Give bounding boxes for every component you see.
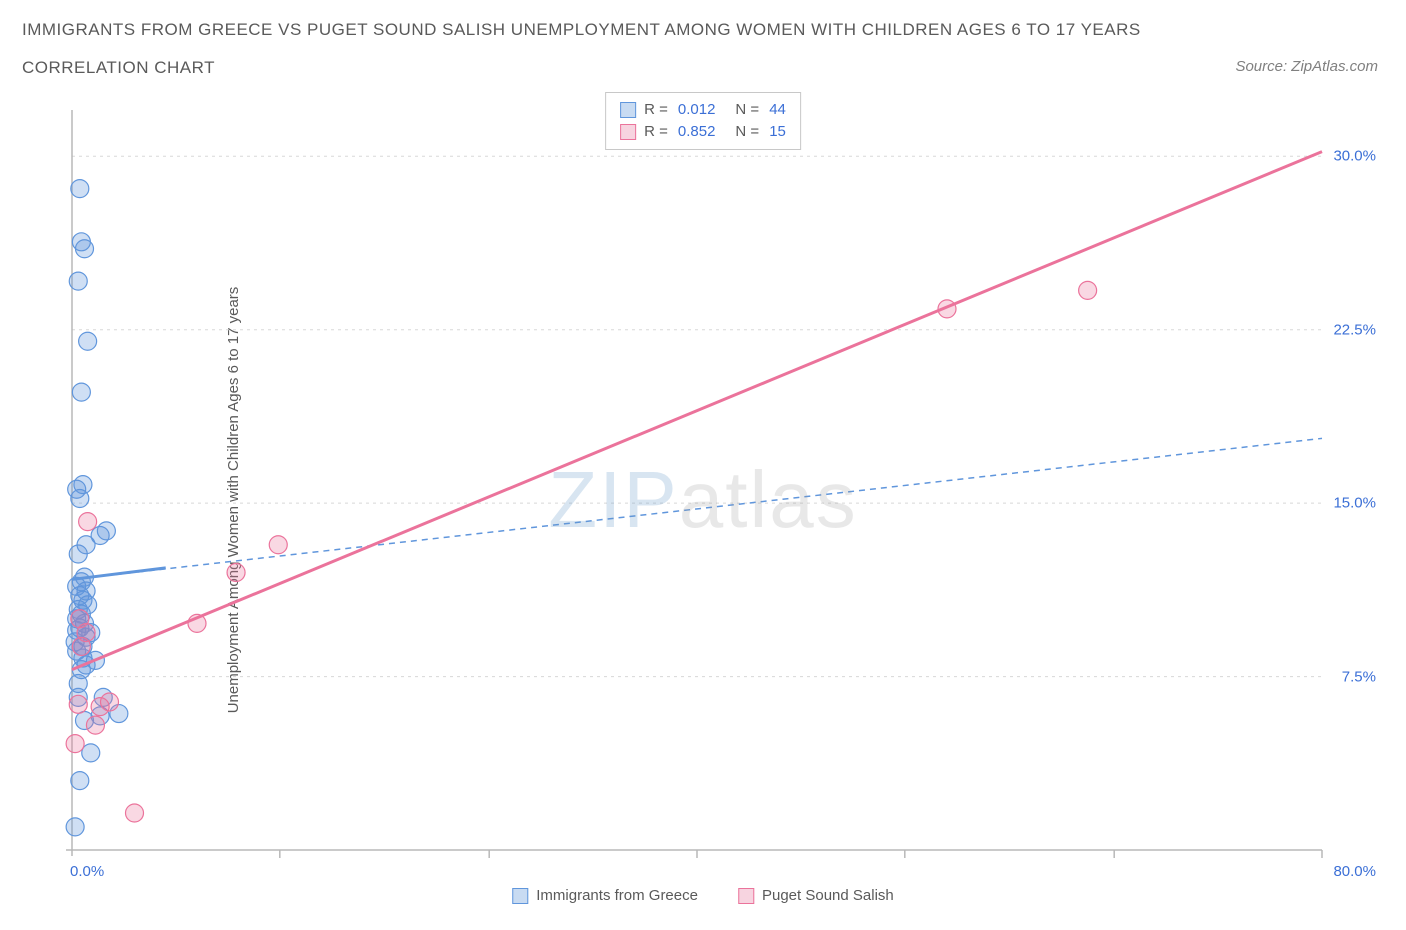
legend-swatch xyxy=(620,102,636,118)
x-axis-max-label: 80.0% xyxy=(1333,863,1376,880)
y-axis-tick-label: 22.5% xyxy=(1333,321,1376,338)
legend-r-value: 0.012 xyxy=(678,99,716,121)
source-attribution: Source: ZipAtlas.com xyxy=(1235,58,1378,75)
chart-container: Unemployment Among Women with Children A… xyxy=(22,90,1384,910)
series-legend-item: Puget Sound Salish xyxy=(738,887,894,904)
series-legend-label: Puget Sound Salish xyxy=(762,887,894,904)
legend-swatch xyxy=(738,888,754,904)
correlation-legend-row: R = 0.852 N = 15 xyxy=(620,121,786,143)
legend-r-label: R = xyxy=(644,121,668,143)
chart-title-line2: CORRELATION CHART xyxy=(22,58,215,78)
correlation-legend-row: R = 0.012 N = 44 xyxy=(620,99,786,121)
series-legend-item: Immigrants from Greece xyxy=(512,887,698,904)
series-legend-label: Immigrants from Greece xyxy=(536,887,698,904)
chart-title-line1: IMMIGRANTS FROM GREECE VS PUGET SOUND SA… xyxy=(22,20,1141,40)
correlation-legend: R = 0.012 N = 44 R = 0.852 N = 15 xyxy=(605,92,801,150)
legend-r-label: R = xyxy=(644,99,668,121)
legend-swatch xyxy=(512,888,528,904)
legend-swatch xyxy=(620,124,636,140)
y-axis-tick-label: 15.0% xyxy=(1333,495,1376,512)
y-axis-tick-label: 30.0% xyxy=(1333,148,1376,165)
legend-n-value: 44 xyxy=(769,99,786,121)
series-legend: Immigrants from Greece Puget Sound Salish xyxy=(512,887,893,904)
legend-r-value: 0.852 xyxy=(678,121,716,143)
scatter-plot xyxy=(22,90,1384,910)
legend-n-label: N = xyxy=(735,99,759,121)
y-axis-tick-label: 7.5% xyxy=(1342,668,1376,685)
legend-n-label: N = xyxy=(735,121,759,143)
x-axis-min-label: 0.0% xyxy=(70,863,104,880)
legend-n-value: 15 xyxy=(769,121,786,143)
